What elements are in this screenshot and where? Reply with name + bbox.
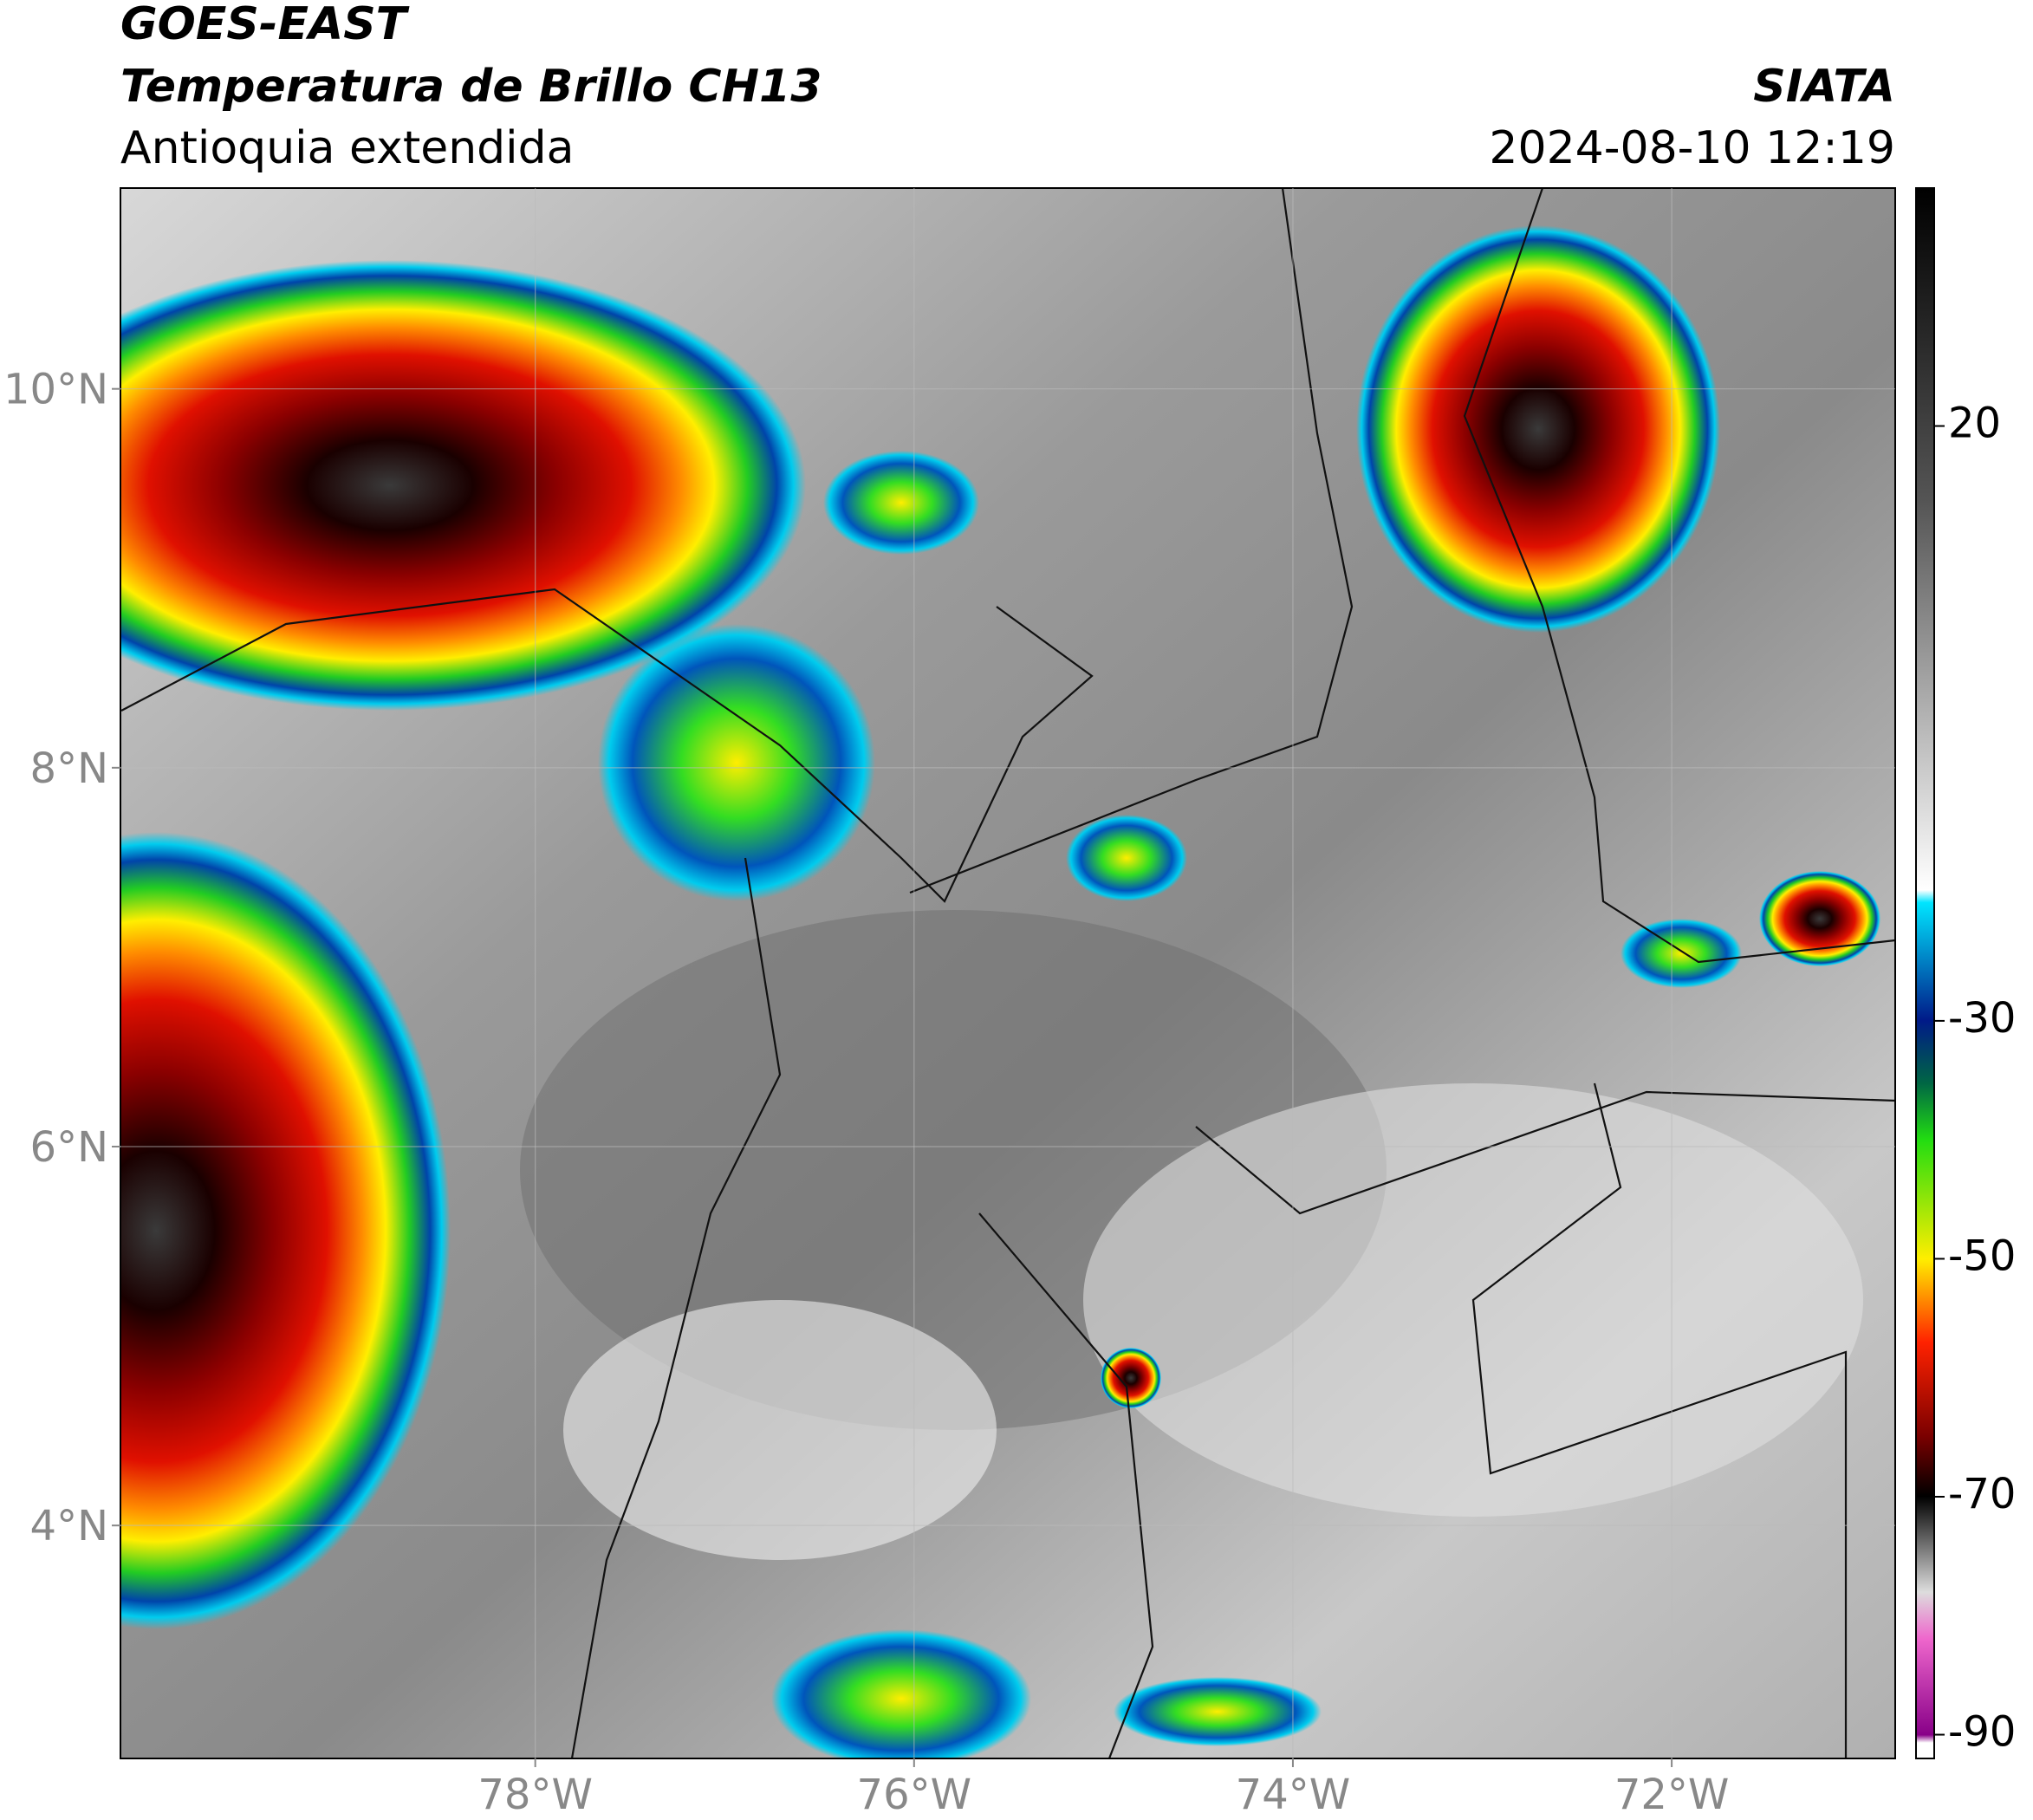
border — [978, 1212, 1154, 1758]
subtitle: Temperatura de Brillo CH13 — [120, 61, 822, 113]
border — [1463, 188, 1895, 964]
storm-cell — [1759, 871, 1880, 966]
storm-cell — [120, 832, 451, 1629]
cloud-cell — [823, 451, 979, 555]
source: SIATA — [1753, 61, 1895, 113]
border — [1195, 1090, 1895, 1215]
colorbar-tick-label: -70 — [1948, 1470, 2016, 1518]
map-frame — [120, 187, 1896, 1759]
colorbar-tick-label: -50 — [1948, 1232, 2016, 1280]
cloud-cell — [1101, 1348, 1161, 1408]
cloud-cell — [771, 1629, 1031, 1758]
map-image — [120, 188, 1895, 1758]
cloud-cell — [1114, 1677, 1322, 1746]
x-tick-label: 78°W — [477, 1771, 593, 1819]
border — [909, 188, 1354, 894]
coastline — [570, 857, 782, 1758]
title: GOES-EAST — [120, 0, 410, 50]
cloud-cell — [598, 624, 875, 901]
x-tick-label: 72°W — [1614, 1771, 1730, 1819]
colorbar — [1915, 187, 1935, 1759]
y-tick-label: 10°N — [3, 366, 108, 414]
cloud-shade — [563, 1300, 997, 1560]
storm-cell — [120, 260, 806, 711]
x-tick-label: 74°W — [1236, 1771, 1351, 1819]
y-tick-label: 4°N — [30, 1502, 108, 1550]
x-tick-label: 76°W — [857, 1771, 972, 1819]
cloud-cell — [1066, 815, 1187, 901]
region: Antioquia extendida — [120, 122, 575, 174]
storm-cell — [1356, 225, 1720, 633]
timestamp: 2024-08-10 12:19 — [1489, 122, 1895, 174]
border — [1471, 1082, 1848, 1758]
y-tick-label: 6°N — [30, 1123, 108, 1172]
cloud-cell — [1621, 919, 1742, 988]
colorbar-tick-label: 20 — [1948, 400, 2001, 448]
y-tick-label: 8°N — [30, 744, 108, 793]
border — [120, 588, 1094, 903]
colorbar-tick-label: -30 — [1948, 994, 2016, 1043]
colorbar-tick-label: -90 — [1948, 1708, 2016, 1757]
